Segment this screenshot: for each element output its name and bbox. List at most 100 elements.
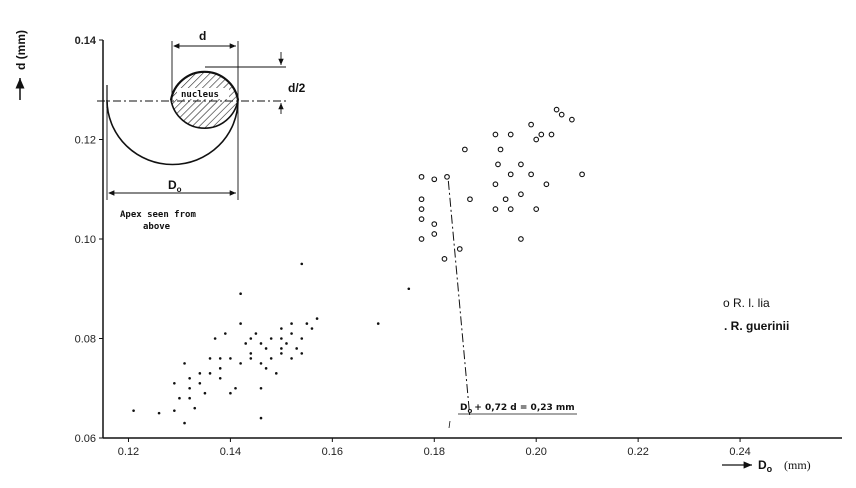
data-point-r-l-lia bbox=[507, 206, 514, 212]
series-r-guerinii bbox=[132, 262, 411, 425]
y-tick-label: 0.08 bbox=[75, 334, 96, 346]
data-point-r-guerinii bbox=[173, 409, 176, 412]
data-point-r-guerinii bbox=[254, 332, 258, 335]
data-point-r-guerinii bbox=[188, 386, 191, 390]
data-point-r-l-lia bbox=[441, 256, 448, 262]
data-point-r-guerinii bbox=[203, 391, 207, 395]
data-point-r-guerinii bbox=[290, 322, 293, 325]
data-point-r-guerinii bbox=[274, 372, 278, 375]
data-point-r-l-lia bbox=[518, 236, 524, 242]
d-dimension-label: d bbox=[199, 29, 206, 43]
data-point-r-guerinii bbox=[173, 381, 176, 385]
data-point-r-guerinii bbox=[218, 367, 222, 370]
data-point-r-l-lia bbox=[553, 106, 560, 113]
data-point-r-l-lia bbox=[431, 231, 438, 237]
data-point-r-guerinii bbox=[264, 347, 268, 350]
data-point-r-guerinii bbox=[188, 377, 191, 380]
x-axis-title: D bbox=[758, 458, 767, 472]
x-axis-title-sub: o bbox=[767, 464, 773, 474]
data-point-r-l-lia bbox=[507, 171, 514, 178]
data-point-r-guerinii bbox=[183, 362, 186, 365]
x-axis-unit: (mm) bbox=[784, 458, 811, 472]
data-point-r-l-lia bbox=[467, 196, 473, 203]
data-point-r-guerinii bbox=[239, 362, 242, 365]
data-point-r-guerinii bbox=[300, 337, 304, 340]
data-point-r-l-lia bbox=[558, 111, 565, 118]
data-point-r-guerinii bbox=[193, 406, 197, 410]
data-point-r-guerinii bbox=[249, 352, 253, 355]
x-tick-label: 0.20 bbox=[525, 446, 546, 458]
data-point-r-guerinii bbox=[280, 352, 283, 355]
do-dimension-label-sub: o bbox=[177, 185, 182, 194]
data-point-r-l-lia bbox=[456, 246, 463, 252]
svg-text:Do: Do bbox=[758, 458, 773, 474]
apex-inset-diagram: nucleus d d/2 Do Apex seen from above bbox=[97, 29, 306, 232]
data-point-r-guerinii bbox=[269, 357, 273, 360]
do-dimension-label: D bbox=[168, 178, 177, 192]
data-point-r-guerinii bbox=[290, 332, 293, 335]
y-axis-title: d (mm) bbox=[14, 30, 28, 70]
discriminant-label-sub: o bbox=[467, 407, 472, 415]
data-point-r-guerinii bbox=[213, 337, 217, 340]
y-tick-label: 0.06 bbox=[75, 433, 96, 445]
data-point-r-guerinii bbox=[407, 287, 411, 291]
data-point-r-l-lia bbox=[431, 176, 438, 183]
data-point-r-l-lia bbox=[431, 221, 438, 227]
data-point-r-l-lia bbox=[418, 216, 425, 222]
data-point-r-guerinii bbox=[300, 262, 304, 266]
nucleus-label: nucleus bbox=[181, 90, 219, 100]
series-r-l-lia bbox=[418, 106, 585, 262]
data-point-r-guerinii bbox=[295, 347, 298, 350]
data-point-r-l-lia bbox=[495, 161, 501, 168]
data-point-r-guerinii bbox=[239, 322, 242, 325]
discriminant-line bbox=[447, 180, 471, 419]
data-point-r-guerinii bbox=[376, 322, 380, 325]
data-point-r-guerinii bbox=[239, 292, 242, 296]
data-point-r-guerinii bbox=[280, 337, 283, 340]
legend-item-r-l-lia: o R. l. lia bbox=[723, 296, 770, 310]
y-axis-label: d (mm) bbox=[14, 30, 28, 100]
data-point-r-l-lia bbox=[418, 236, 425, 242]
x-ticks: 0.12 0.14 0.16 0.18 0.20 0.22 0.24 bbox=[118, 438, 751, 458]
data-point-r-l-lia bbox=[579, 171, 585, 178]
data-point-r-guerinii bbox=[315, 317, 319, 320]
x-tick-label: 0.18 bbox=[424, 446, 445, 458]
x-tick-label: 0.14 bbox=[220, 446, 241, 458]
data-point-r-l-lia bbox=[492, 206, 499, 212]
data-point-r-guerinii bbox=[259, 416, 263, 420]
x-axis-label: Do (mm) bbox=[722, 458, 811, 474]
data-point-r-l-lia bbox=[528, 171, 534, 178]
data-point-r-guerinii bbox=[218, 377, 222, 380]
data-point-r-guerinii bbox=[259, 386, 263, 390]
data-point-r-l-lia bbox=[543, 181, 550, 188]
y-tick-label: 0.14 bbox=[75, 35, 97, 47]
data-point-r-guerinii bbox=[208, 357, 212, 360]
x-tick-label: 0.16 bbox=[322, 446, 343, 458]
data-point-r-guerinii bbox=[229, 391, 232, 395]
data-point-r-l-lia bbox=[533, 136, 540, 143]
x-tick-label: 0.22 bbox=[627, 446, 648, 458]
inset-caption-line-2: above bbox=[143, 222, 171, 232]
svg-text:Do: Do bbox=[168, 178, 182, 194]
data-point-r-l-lia bbox=[528, 121, 534, 128]
data-point-r-l-lia bbox=[462, 146, 468, 153]
data-point-r-l-lia bbox=[418, 206, 425, 212]
data-point-r-l-lia bbox=[418, 173, 425, 180]
data-point-r-guerinii bbox=[259, 362, 263, 365]
inset-caption-line-1: Apex seen from bbox=[120, 210, 196, 220]
data-point-r-l-lia bbox=[533, 206, 540, 212]
data-point-r-guerinii bbox=[264, 367, 268, 370]
data-point-r-guerinii bbox=[157, 411, 161, 415]
data-point-r-l-lia bbox=[418, 196, 425, 203]
discriminant-label: D bbox=[460, 403, 467, 413]
data-point-r-guerinii bbox=[244, 342, 248, 345]
data-point-r-guerinii bbox=[269, 337, 273, 340]
data-point-r-guerinii bbox=[259, 342, 263, 345]
discriminant-label-rest: + 0,72 d = 0,23 mm bbox=[474, 403, 574, 413]
data-point-r-guerinii bbox=[198, 372, 202, 375]
data-point-r-guerinii bbox=[183, 421, 186, 425]
x-tick-label: 0.12 bbox=[118, 446, 139, 458]
discriminant-annotation: Do + 0,72 d = 0,23 mm bbox=[448, 403, 577, 429]
data-point-r-guerinii bbox=[285, 342, 288, 345]
